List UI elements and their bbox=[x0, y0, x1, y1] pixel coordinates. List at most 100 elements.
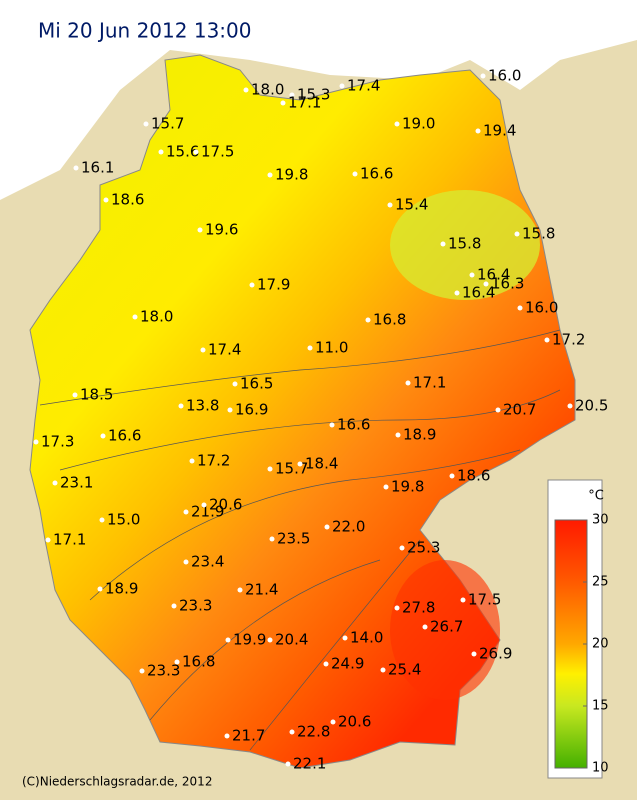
station-value: 16.6 bbox=[108, 427, 141, 445]
station-value: 22.8 bbox=[297, 723, 330, 741]
station-dot bbox=[365, 317, 371, 323]
station-dot bbox=[460, 597, 466, 603]
station-value: 16.4 bbox=[477, 266, 510, 284]
station-value: 15.3 bbox=[297, 86, 330, 104]
station-dot bbox=[267, 466, 273, 472]
station-value: 15.7 bbox=[151, 115, 184, 133]
station-dot bbox=[224, 733, 230, 739]
station-dot bbox=[495, 407, 501, 413]
station-dot bbox=[329, 422, 335, 428]
station-dot bbox=[475, 128, 481, 134]
station-value: 23.4 bbox=[191, 553, 224, 571]
station-dot bbox=[454, 290, 460, 296]
station-dot bbox=[399, 545, 405, 551]
station-value: 20.5 bbox=[575, 397, 608, 415]
station-value: 24.9 bbox=[331, 655, 364, 673]
station-dot bbox=[352, 171, 358, 177]
station-value: 15.8 bbox=[522, 225, 555, 243]
station-dot bbox=[197, 227, 203, 233]
station-value: 16.0 bbox=[525, 299, 558, 317]
station-dot bbox=[99, 517, 105, 523]
station-value: 18.0 bbox=[251, 81, 284, 99]
station-value: 16.1 bbox=[81, 159, 114, 177]
station-value: 20.4 bbox=[275, 631, 308, 649]
legend-tick: 20 bbox=[592, 637, 609, 652]
legend-tick: 15 bbox=[592, 699, 609, 714]
station-value: 16.6 bbox=[337, 416, 370, 434]
station-value: 20.6 bbox=[209, 496, 242, 514]
legend-unit: °C bbox=[588, 489, 604, 504]
station-value: 22.1 bbox=[293, 755, 326, 773]
station-dot bbox=[387, 202, 393, 208]
station-value: 16.3 bbox=[491, 275, 524, 293]
station-dot bbox=[171, 603, 177, 609]
station-value: 23.3 bbox=[147, 662, 180, 680]
station-dot bbox=[342, 635, 348, 641]
station-value: 16.4 bbox=[462, 284, 495, 302]
station-dot bbox=[232, 381, 238, 387]
station-value: 16.5 bbox=[240, 375, 273, 393]
station-value: 19.6 bbox=[205, 221, 238, 239]
station-value: 18.4 bbox=[305, 455, 338, 473]
station-dot bbox=[483, 281, 489, 287]
station-dot bbox=[267, 172, 273, 178]
station-dot bbox=[243, 87, 249, 93]
station-value: 27.8 bbox=[402, 599, 435, 617]
station-value: 17.4 bbox=[208, 341, 241, 359]
station-value: 18.6 bbox=[457, 467, 490, 485]
legend-tick: 25 bbox=[592, 575, 609, 590]
station-value: 18.9 bbox=[403, 426, 436, 444]
station-value: 19.4 bbox=[483, 122, 516, 140]
station-dot bbox=[289, 92, 295, 98]
station-value: 17.1 bbox=[413, 374, 446, 392]
station-dot bbox=[103, 197, 109, 203]
station-value: 19.8 bbox=[275, 166, 308, 184]
station-dot bbox=[394, 605, 400, 611]
station-value: 25.4 bbox=[388, 661, 421, 679]
station-value: 16.6 bbox=[360, 165, 393, 183]
station-dot bbox=[249, 282, 255, 288]
station-dot bbox=[45, 537, 51, 543]
station-dot bbox=[285, 761, 291, 767]
station-dot bbox=[449, 473, 455, 479]
station-value: 16.9 bbox=[235, 401, 268, 419]
station-dot bbox=[440, 241, 446, 247]
station-dot bbox=[383, 484, 389, 490]
station-value: 20.6 bbox=[338, 713, 371, 731]
station-dot bbox=[225, 637, 231, 643]
station-dot bbox=[178, 403, 184, 409]
station-dot bbox=[33, 439, 39, 445]
station-value: 17.9 bbox=[257, 276, 290, 294]
station-dot bbox=[139, 668, 145, 674]
station-dot bbox=[132, 314, 138, 320]
station-value: 16.8 bbox=[182, 653, 215, 671]
station-dot bbox=[237, 587, 243, 593]
station-dot bbox=[544, 337, 550, 343]
station-value: 21.7 bbox=[232, 727, 265, 745]
station-value: 17.3 bbox=[41, 433, 74, 451]
station-dot bbox=[280, 100, 286, 106]
station-dot bbox=[100, 433, 106, 439]
sea bbox=[0, 0, 637, 200]
station-value: 18.6 bbox=[111, 191, 144, 209]
station-dot bbox=[514, 231, 520, 237]
station-dot bbox=[323, 661, 329, 667]
station-value: 21.9 bbox=[191, 503, 224, 521]
station-dot bbox=[227, 407, 233, 413]
station-dot bbox=[567, 403, 573, 409]
station-dot bbox=[97, 586, 103, 592]
station-value: 17.1 bbox=[288, 94, 321, 112]
station-dot bbox=[289, 729, 295, 735]
station-value: 23.5 bbox=[277, 530, 310, 548]
title: Mi 20 Jun 2012 13:00 bbox=[38, 19, 251, 43]
station-value: 17.5 bbox=[468, 591, 501, 609]
station-dot bbox=[469, 272, 475, 278]
station-value: 15.0 bbox=[107, 511, 140, 529]
station-dot bbox=[480, 73, 486, 79]
station-dot bbox=[200, 347, 206, 353]
station-value: 17.4 bbox=[347, 77, 380, 95]
station-value: 23.3 bbox=[179, 597, 212, 615]
station-dot bbox=[297, 461, 303, 467]
station-value: 23.1 bbox=[60, 474, 93, 492]
